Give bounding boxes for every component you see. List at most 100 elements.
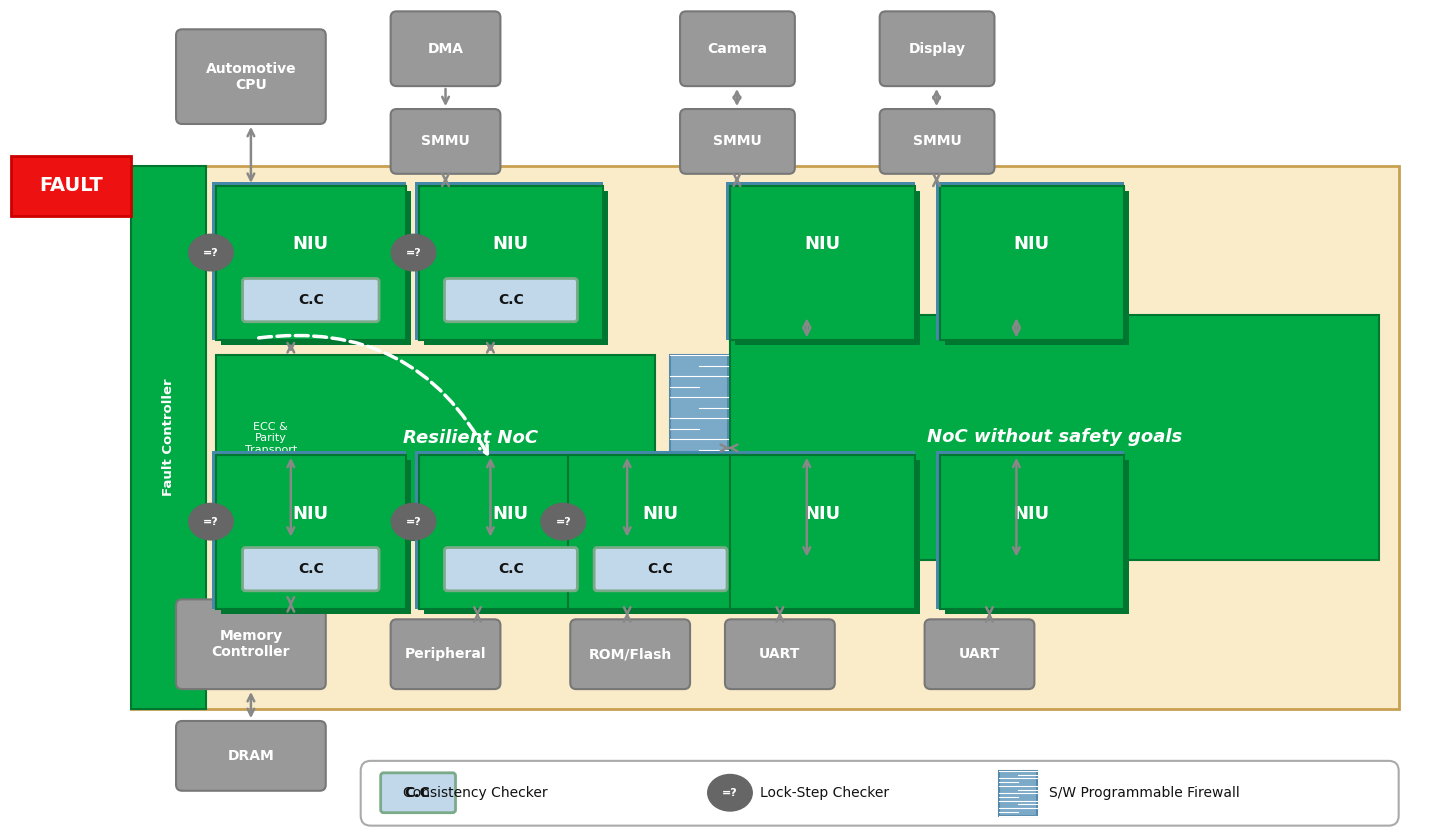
Bar — [944, 460, 1129, 615]
Bar — [735, 460, 920, 615]
Text: Consistency Checker: Consistency Checker — [403, 786, 548, 800]
Text: C.C: C.C — [298, 562, 324, 576]
Ellipse shape — [707, 774, 753, 812]
Bar — [944, 190, 1129, 345]
Text: ROM/Flash: ROM/Flash — [588, 647, 672, 661]
Text: NIU: NIU — [1015, 504, 1050, 523]
Text: NIU: NIU — [293, 235, 329, 254]
Text: C.C: C.C — [498, 293, 524, 307]
Bar — [423, 460, 608, 615]
FancyBboxPatch shape — [445, 548, 577, 591]
FancyBboxPatch shape — [594, 548, 728, 591]
Bar — [217, 185, 406, 340]
Text: =?: =? — [722, 787, 738, 797]
Bar — [730, 316, 1379, 559]
Bar — [221, 190, 410, 345]
FancyBboxPatch shape — [390, 620, 501, 689]
Text: =?: =? — [406, 247, 422, 257]
Text: FAULT: FAULT — [39, 176, 103, 195]
Text: =?: =? — [406, 517, 422, 527]
Bar — [419, 455, 603, 610]
Bar — [423, 190, 608, 345]
Bar — [415, 451, 603, 610]
Bar — [212, 182, 406, 340]
Text: DMA: DMA — [428, 42, 464, 56]
Bar — [999, 771, 1038, 816]
FancyBboxPatch shape — [177, 721, 326, 791]
Text: Memory
Controller: Memory Controller — [211, 629, 290, 660]
Text: Lock-Step Checker: Lock-Step Checker — [761, 786, 890, 800]
Bar — [726, 451, 914, 610]
Bar — [940, 455, 1124, 610]
FancyBboxPatch shape — [880, 109, 994, 174]
Text: C.C: C.C — [498, 562, 524, 576]
FancyBboxPatch shape — [570, 620, 690, 689]
Text: NIU: NIU — [293, 504, 329, 523]
Text: =?: =? — [204, 517, 220, 527]
Text: NIU: NIU — [643, 504, 679, 523]
Text: Display: Display — [908, 42, 966, 56]
Bar — [131, 166, 207, 709]
Ellipse shape — [188, 503, 234, 540]
Text: C.C: C.C — [405, 786, 430, 800]
FancyBboxPatch shape — [177, 600, 326, 689]
Text: =?: =? — [555, 517, 571, 527]
Bar — [573, 460, 758, 615]
Text: S/W Programmable Firewall: S/W Programmable Firewall — [1049, 786, 1240, 800]
Text: C.C: C.C — [647, 562, 673, 576]
Text: ECC &
Parity
Transport: ECC & Parity Transport — [245, 422, 297, 455]
FancyBboxPatch shape — [380, 773, 455, 812]
Ellipse shape — [188, 234, 234, 271]
Bar — [726, 182, 914, 340]
Text: UART: UART — [959, 647, 1000, 661]
FancyBboxPatch shape — [360, 761, 1399, 826]
Bar — [131, 166, 1399, 709]
Text: Resilient NoC: Resilient NoC — [403, 429, 538, 448]
Text: Automotive
CPU: Automotive CPU — [205, 62, 296, 92]
FancyBboxPatch shape — [177, 29, 326, 124]
Bar — [415, 182, 603, 340]
Text: NIU: NIU — [492, 235, 530, 254]
Text: SMMU: SMMU — [420, 134, 469, 149]
Bar — [730, 185, 914, 340]
Text: Camera: Camera — [707, 42, 768, 56]
Text: =?: =? — [204, 247, 220, 257]
Ellipse shape — [390, 503, 436, 540]
Text: NIU: NIU — [804, 235, 841, 254]
FancyBboxPatch shape — [924, 620, 1035, 689]
FancyBboxPatch shape — [680, 12, 795, 86]
Text: NIU: NIU — [1015, 235, 1050, 254]
Text: DRAM: DRAM — [228, 749, 274, 763]
FancyBboxPatch shape — [390, 109, 501, 174]
Bar — [936, 451, 1124, 610]
Bar — [212, 451, 406, 610]
Bar — [670, 355, 728, 544]
Text: NoC without safety goals: NoC without safety goals — [927, 428, 1182, 447]
Text: SMMU: SMMU — [713, 134, 762, 149]
Bar — [419, 185, 603, 340]
Text: Fault Controller: Fault Controller — [162, 378, 175, 496]
Bar — [936, 182, 1124, 340]
Bar — [217, 355, 656, 539]
FancyBboxPatch shape — [390, 12, 501, 86]
FancyBboxPatch shape — [880, 12, 994, 86]
Bar — [564, 451, 753, 610]
FancyBboxPatch shape — [243, 548, 379, 591]
Text: SMMU: SMMU — [913, 134, 961, 149]
Bar — [940, 185, 1124, 340]
Bar — [735, 190, 920, 345]
Text: NIU: NIU — [492, 504, 530, 523]
FancyBboxPatch shape — [243, 278, 379, 321]
Text: NIU: NIU — [804, 504, 841, 523]
Bar — [11, 156, 131, 215]
Text: UART: UART — [759, 647, 801, 661]
Bar — [568, 455, 753, 610]
FancyBboxPatch shape — [725, 620, 835, 689]
Bar — [730, 455, 914, 610]
FancyBboxPatch shape — [680, 109, 795, 174]
Ellipse shape — [541, 503, 587, 540]
Text: Peripheral: Peripheral — [405, 647, 486, 661]
Ellipse shape — [390, 234, 436, 271]
Text: C.C: C.C — [298, 293, 324, 307]
Bar — [217, 455, 406, 610]
